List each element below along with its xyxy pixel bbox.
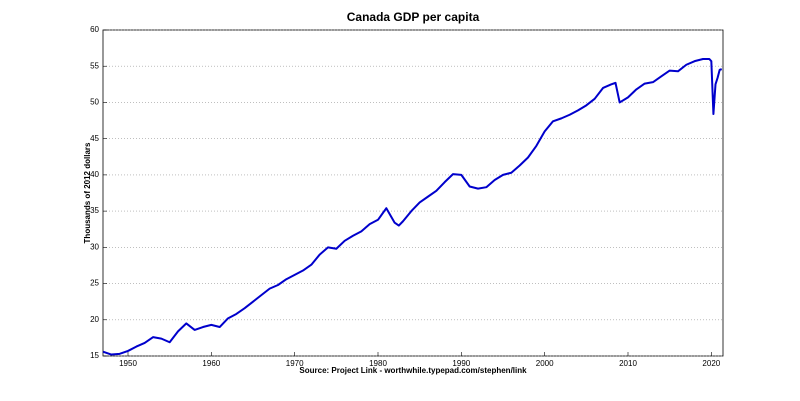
- x-tick-label: 1970: [286, 359, 304, 368]
- y-tick-label: 20: [90, 315, 99, 324]
- y-tick-label: 60: [90, 25, 99, 34]
- x-tick-label: 1960: [202, 359, 220, 368]
- y-tick-label: 25: [90, 279, 99, 288]
- x-tick-label: 2020: [702, 359, 720, 368]
- x-tick-label: 1950: [119, 359, 137, 368]
- y-tick-label: 55: [90, 61, 99, 70]
- x-tick-label: 2000: [536, 359, 554, 368]
- x-axis-label: Source: Project Link - worthwhile.typepa…: [299, 366, 527, 375]
- x-tick-label: 1980: [369, 359, 387, 368]
- y-tick-label: 30: [90, 242, 99, 251]
- data-line: [102, 57, 723, 356]
- y-axis-label: Thousands of 2012 dollars: [83, 142, 92, 243]
- x-tick-label: 1990: [452, 359, 470, 368]
- x-tick-label: 2010: [619, 359, 637, 368]
- plot-frame: [102, 29, 724, 357]
- y-tick-label: 50: [90, 98, 99, 107]
- y-tick-label: 35: [90, 206, 99, 215]
- y-tick-label: 15: [90, 351, 99, 360]
- y-tick-label: 45: [90, 134, 99, 143]
- chart-title: Canada GDP per capita: [347, 10, 480, 24]
- y-tick-label: 40: [90, 170, 99, 179]
